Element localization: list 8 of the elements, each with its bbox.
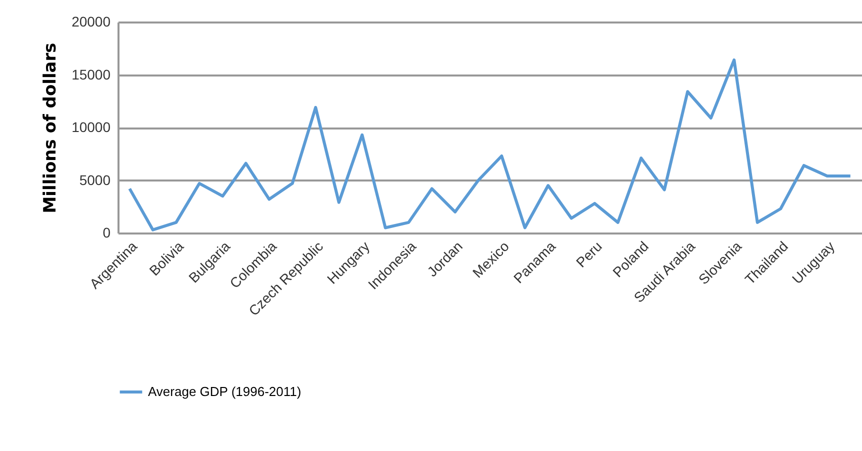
line-series bbox=[128, 58, 852, 232]
y-tick-label: 15000 bbox=[72, 66, 111, 82]
y-tick-label: 0 bbox=[102, 224, 111, 240]
y-axis-title: Millions of dollars bbox=[40, 42, 61, 214]
y-tick-label: 5000 bbox=[79, 172, 111, 188]
y-tick-label: 20000 bbox=[72, 14, 111, 30]
legend-label: Average GDP (1996-2011) bbox=[148, 384, 302, 399]
y-tick-label: 10000 bbox=[72, 119, 111, 135]
